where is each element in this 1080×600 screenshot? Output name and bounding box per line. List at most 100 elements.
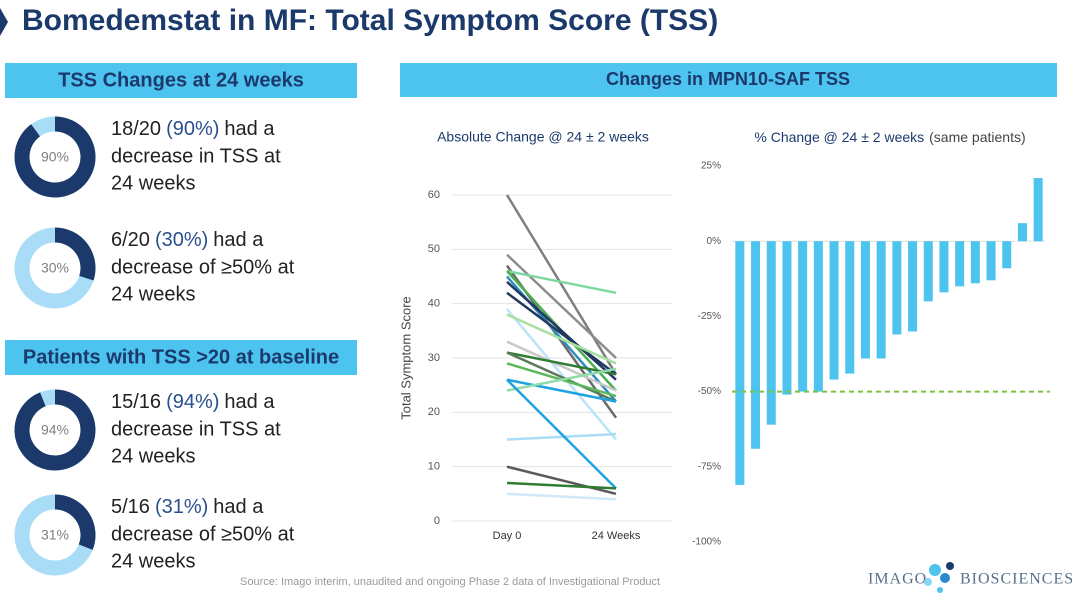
bar	[986, 241, 996, 281]
item-text: 15/16 (94%) had a	[111, 391, 275, 413]
right-header: Changes in MPN10-SAF TSS	[606, 69, 850, 89]
series-line	[505, 194, 618, 375]
item-pct: (30%)	[155, 229, 208, 251]
right-header-bar	[400, 63, 1057, 97]
logo-bubble	[924, 578, 932, 586]
item-text: 24 weeks	[111, 172, 196, 194]
bar	[860, 241, 870, 359]
series-line	[506, 481, 617, 490]
item-text: 24 weeks	[111, 283, 196, 305]
bar	[751, 241, 761, 449]
logo-bubble	[929, 564, 941, 576]
bar	[923, 241, 933, 302]
bar	[782, 241, 792, 395]
series-line	[506, 465, 617, 496]
y-tick-label: 50	[428, 243, 440, 255]
item-text: 5/16 (31%) had a	[111, 496, 264, 518]
chart-title: Absolute Change @ 24 ± 2 weeks	[437, 129, 649, 145]
series-line	[506, 281, 617, 381]
series-line	[506, 351, 617, 376]
item-text: decrease in TSS at	[111, 145, 281, 167]
y-tick-label: 60	[428, 189, 440, 201]
logo-left: IMAGO	[868, 571, 927, 588]
series-line	[506, 253, 617, 359]
series-line	[506, 269, 617, 295]
item-text: decrease of ≥50% at	[111, 523, 295, 545]
item-rest: had a	[213, 496, 264, 518]
item-rest: had a	[224, 391, 275, 413]
bar	[970, 241, 980, 284]
item-pct: (94%)	[166, 391, 219, 413]
y-tick-label: 25%	[701, 161, 721, 172]
bar	[813, 241, 823, 392]
item-text: 18/20 (90%) had a	[111, 118, 275, 140]
chart-title: % Change @ 24 ± 2 weeks (same patients)	[754, 129, 1025, 145]
donut-label: 90%	[41, 149, 69, 165]
series-line	[506, 432, 617, 441]
item-rest: had a	[213, 229, 264, 251]
series-line	[506, 378, 617, 403]
bar	[1002, 241, 1012, 269]
y-tick-label: 10	[428, 461, 440, 473]
bar	[955, 241, 965, 287]
series-line	[506, 492, 617, 501]
title-chevron	[0, 8, 8, 36]
bar	[845, 241, 855, 374]
section-header-bar	[5, 340, 357, 375]
chart-subtitle: (same patients)	[929, 129, 1025, 145]
y-tick-label: 0%	[707, 236, 722, 247]
y-tick-label: 0	[434, 515, 440, 527]
series-line	[506, 367, 617, 392]
y-tick-label: -100%	[692, 537, 721, 548]
section-header: TSS Changes at 24 weeks	[58, 69, 304, 91]
item-text: 24 weeks	[111, 445, 196, 467]
item-pct: (31%)	[155, 496, 208, 518]
series-line	[506, 378, 617, 490]
donut-arc	[14, 389, 96, 471]
bar	[798, 241, 808, 392]
donut-label: 31%	[41, 527, 69, 543]
item-text: decrease in TSS at	[111, 418, 281, 440]
series-line	[506, 351, 617, 403]
item-count: 18/20	[111, 118, 161, 140]
donut-label: 30%	[41, 260, 69, 276]
bar	[829, 241, 839, 380]
x-tick-label: 24 Weeks	[592, 530, 641, 542]
bar	[876, 241, 886, 359]
bar	[908, 241, 918, 332]
chart-title-main: % Change @ 24 ± 2 weeks	[754, 129, 924, 145]
donut-label: 94%	[41, 422, 69, 438]
logo: IMAGO BIOSCIENCES	[868, 562, 1073, 593]
y-tick-label: 30	[428, 352, 440, 364]
slide-title: Bomedemstat in MF: Total Symptom Score (…	[22, 4, 718, 37]
y-axis-title: Total Symptom Score	[398, 296, 413, 420]
bar	[766, 241, 776, 425]
y-tick-label: -25%	[698, 311, 721, 322]
logo-bubble	[937, 587, 943, 593]
bar	[735, 241, 745, 485]
series-line	[506, 308, 617, 441]
bar	[1017, 223, 1027, 242]
item-pct: (90%)	[166, 118, 219, 140]
logo-bubble	[946, 562, 954, 570]
item-count: 6/20	[111, 229, 150, 251]
item-text: 6/20 (30%) had a	[111, 229, 264, 251]
x-tick-label: Day 0	[493, 530, 522, 542]
donut-arc	[54, 227, 96, 281]
y-tick-label: -75%	[698, 461, 721, 472]
y-tick-label: 20	[428, 406, 440, 418]
bar	[1033, 178, 1043, 242]
logo-bubble	[940, 573, 950, 583]
item-rest: had a	[224, 118, 275, 140]
bar	[939, 241, 949, 293]
source-note: Source: Imago interim, unaudited and ong…	[240, 576, 660, 588]
item-count: 15/16	[111, 391, 161, 413]
bar	[892, 241, 902, 335]
item-text: decrease of ≥50% at	[111, 256, 295, 278]
item-text: 24 weeks	[111, 550, 196, 572]
series-line	[506, 313, 617, 365]
section-header: Patients with TSS >20 at baseline	[23, 346, 339, 368]
item-count: 5/16	[111, 496, 150, 518]
y-tick-label: -50%	[698, 386, 721, 397]
